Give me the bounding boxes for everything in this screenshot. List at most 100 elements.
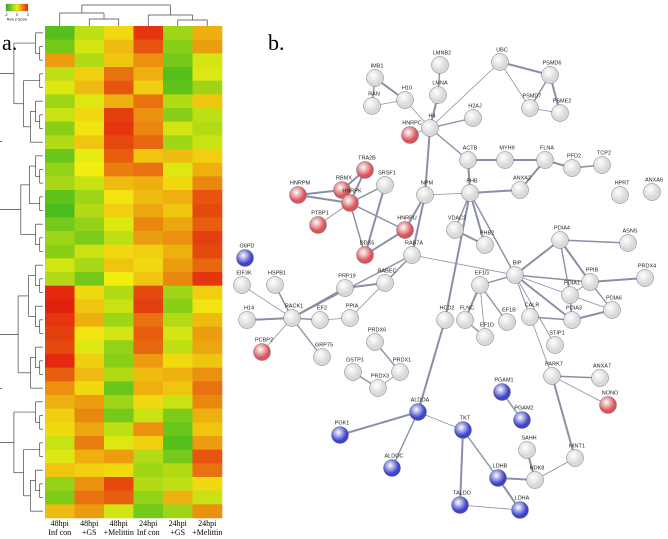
node-label: RBMX xyxy=(336,175,352,181)
node-label: EF1G xyxy=(475,270,489,276)
heatmap-cell xyxy=(163,463,193,478)
heatmap-cell xyxy=(104,463,134,478)
node xyxy=(289,186,307,204)
heatmap-cell xyxy=(104,149,134,163)
heatmap-cell xyxy=(74,26,105,40)
heatmap-cell xyxy=(45,108,75,122)
node xyxy=(236,249,254,267)
node xyxy=(493,383,511,401)
heatmap-cell xyxy=(163,272,193,286)
node xyxy=(451,496,469,514)
heatmap-cell xyxy=(163,94,193,109)
node xyxy=(283,309,301,327)
heatmap-cell xyxy=(104,94,134,109)
heatmap-cell xyxy=(163,67,193,81)
edge xyxy=(462,429,499,479)
edge xyxy=(459,429,464,506)
heatmap-cell xyxy=(45,463,75,478)
node-label: FLNA xyxy=(540,145,554,151)
heatmap-cell xyxy=(163,231,193,245)
node xyxy=(511,181,529,199)
node xyxy=(511,501,529,519)
heatmap-cell xyxy=(104,272,134,286)
heatmap-cell xyxy=(133,354,164,368)
node xyxy=(591,369,609,387)
heatmap-cell xyxy=(133,190,164,204)
node-label: PTBP1 xyxy=(311,210,328,216)
heatmap-cell xyxy=(104,121,134,136)
heatmap-cell xyxy=(45,354,75,368)
heatmap-cell xyxy=(192,422,223,437)
heatmap-cell xyxy=(104,422,134,437)
edge xyxy=(514,274,571,296)
node-label: ANXA2 xyxy=(513,175,531,181)
column-label: 48hpi xyxy=(110,519,129,528)
heatmap-cell xyxy=(192,231,223,245)
node-label: LDHB xyxy=(493,463,508,469)
heatmap-cell xyxy=(163,504,193,519)
heatmap-cell xyxy=(192,381,223,396)
heatmap-cell xyxy=(104,381,134,396)
heatmap-cell xyxy=(45,395,75,409)
heatmap-cell xyxy=(45,490,75,505)
heatmap-cell xyxy=(45,67,75,81)
heatmap-cell xyxy=(192,477,223,491)
heatmap-cell xyxy=(163,53,193,68)
heatmap-cell xyxy=(104,477,134,491)
node-label: EIF3K xyxy=(236,270,252,276)
heatmap-cell xyxy=(192,463,223,478)
key-tick-label: -2 xyxy=(4,13,7,17)
node-label: TKT xyxy=(460,415,471,421)
heatmap-cell xyxy=(163,354,193,368)
edge xyxy=(551,375,576,459)
heatmap-cell xyxy=(74,490,105,505)
heatmap-cell xyxy=(74,504,105,519)
edge xyxy=(417,319,446,413)
node-label: EF1D xyxy=(480,322,494,328)
heatmap-cell xyxy=(163,490,193,505)
heatmap-cell xyxy=(133,231,164,245)
node-label: PARK7 xyxy=(545,361,563,367)
heatmap-cell xyxy=(133,108,164,122)
heatmap-cell xyxy=(74,299,105,314)
node-label: PSME2 xyxy=(553,98,572,104)
heatmap-cell xyxy=(163,176,193,191)
node xyxy=(331,426,349,444)
node-label: PGAM2 xyxy=(514,405,533,411)
heatmap-cell xyxy=(133,135,164,150)
node-label: G6PD xyxy=(240,243,255,249)
edge xyxy=(339,411,419,436)
node xyxy=(369,379,387,397)
heatmap-cell xyxy=(45,299,75,314)
node xyxy=(446,221,464,239)
column-label: +Melittin xyxy=(192,528,222,537)
heatmap-cell xyxy=(74,381,105,396)
heatmap-cell xyxy=(163,244,193,259)
heatmap-cell xyxy=(192,94,223,109)
heatmap-cell xyxy=(163,340,193,355)
edge xyxy=(459,504,521,511)
heatmap-cell xyxy=(163,436,193,450)
node xyxy=(376,176,394,194)
heatmap-cell xyxy=(133,176,164,191)
heatmap-cell xyxy=(133,67,164,81)
edge xyxy=(469,192,486,246)
node xyxy=(496,151,514,169)
heatmap-cell xyxy=(192,272,223,286)
node xyxy=(356,161,374,179)
node xyxy=(456,311,474,329)
node-label: PRDX6 xyxy=(368,327,386,333)
node xyxy=(471,276,489,294)
node-label: PHB2 xyxy=(480,230,494,236)
node xyxy=(313,348,331,366)
heatmap-cell xyxy=(163,80,193,95)
heatmap-cell xyxy=(192,203,223,218)
heatmap-cell xyxy=(192,436,223,450)
node xyxy=(429,86,447,104)
heatmap-cell xyxy=(104,326,134,341)
heatmap-cell xyxy=(133,408,164,423)
heatmap-cell xyxy=(104,299,134,314)
node-label: SAHH xyxy=(521,435,536,441)
node-label: PPIB xyxy=(586,267,599,273)
